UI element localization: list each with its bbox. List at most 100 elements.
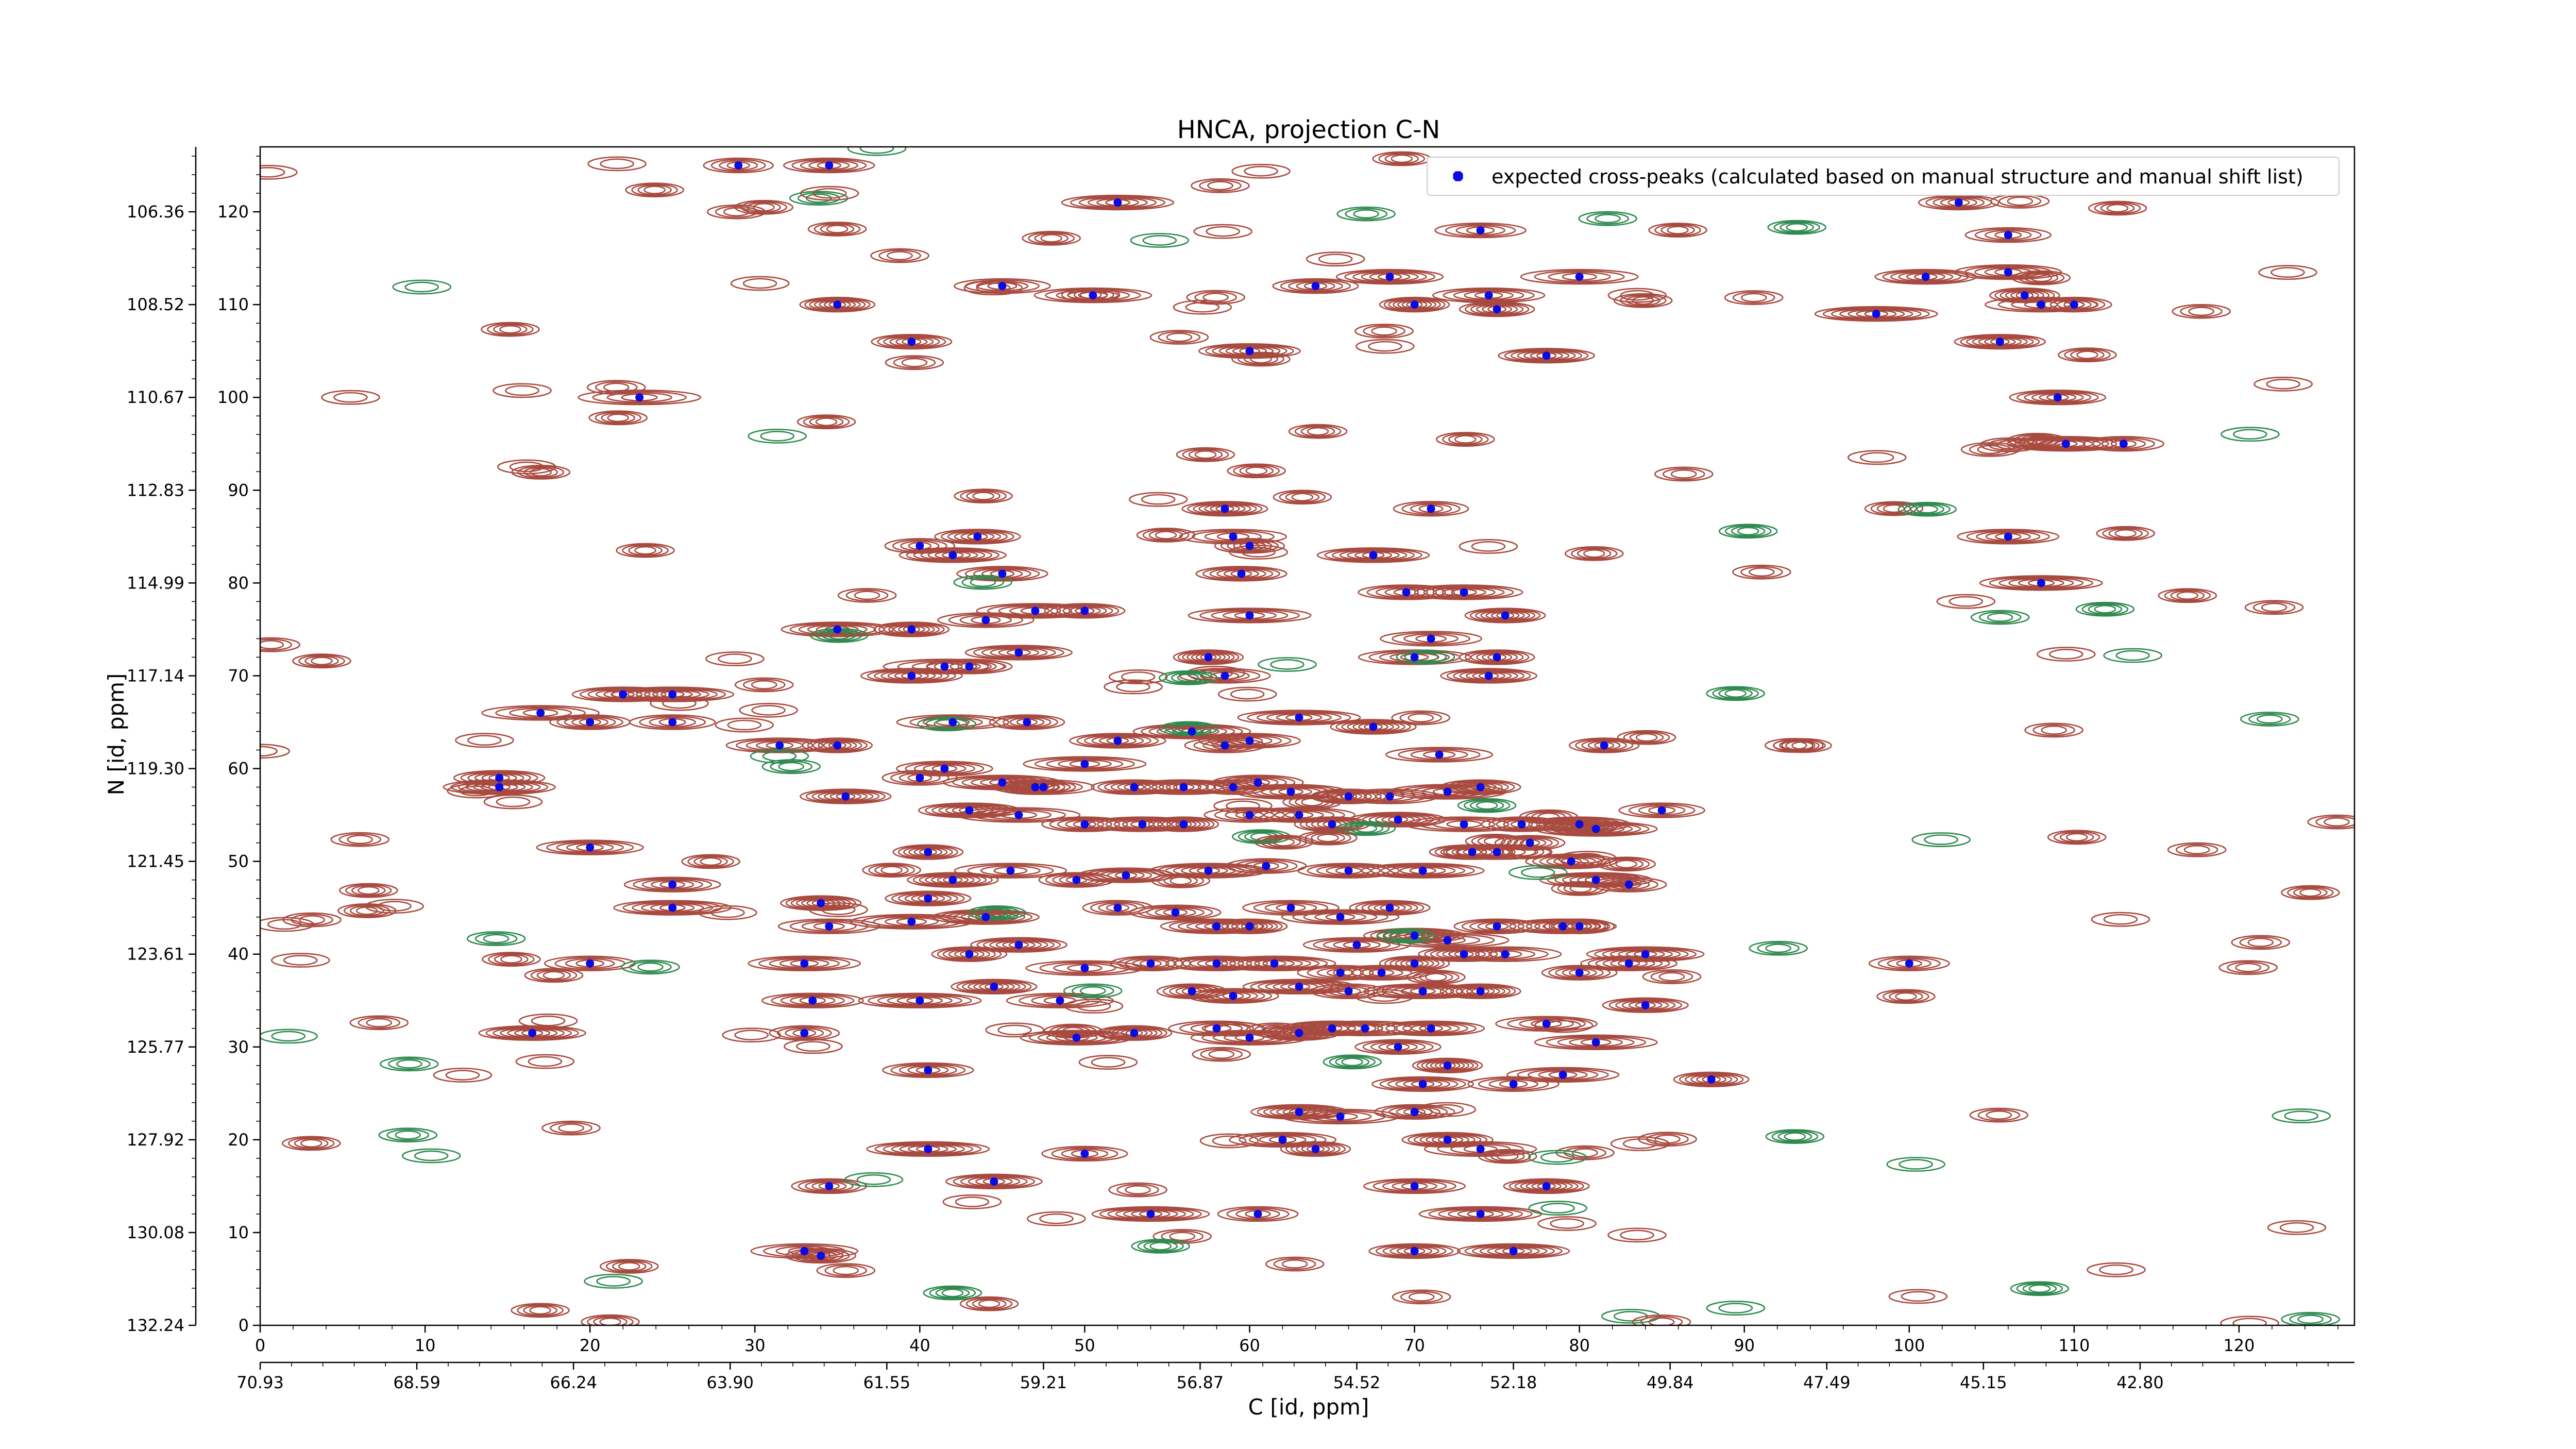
contour-ring [1957,529,2060,545]
noise-contour [1577,548,1612,559]
contour-ring [1437,1142,1524,1156]
cross-peak-marker [825,161,834,170]
noise-contour-negative [2297,1315,2324,1324]
noise-contour [2030,273,2053,282]
noise-contour [1250,355,1272,364]
contour-peak [800,788,892,804]
noise-contour [1406,969,1466,985]
contour-ring [1307,966,1374,980]
cross-peak-marker [1006,866,1015,875]
contour-ring [1459,670,1518,682]
contour-ring [1332,548,1415,562]
noise-contour [1091,1057,1126,1068]
contour-ring [1575,738,1634,752]
contour-ring [998,605,1073,617]
contour-ring [1385,1021,1477,1036]
noise-contour-negative [778,762,804,771]
contour-ring [799,296,876,313]
cross-peak-marker [1245,922,1254,931]
noise-contour [1136,528,1196,543]
noise-contour [600,158,634,170]
cross-peak-marker [1410,959,1419,968]
noise-contour [959,1296,1019,1311]
contour-ring [888,624,935,635]
noise-contour-negative [388,1058,431,1070]
cross-peak-marker [1427,1024,1435,1033]
noise-contour [593,1316,628,1325]
noise-contour [1623,731,1670,744]
contour-ring [1507,1017,1586,1031]
noise-contour [1104,679,1163,695]
noise-contour [1318,254,1353,265]
contour-ring [1350,967,1413,979]
noise-contour [727,719,762,731]
noise-contour [2266,379,2301,390]
contour-ring [1445,224,1516,237]
noise-contour [2239,936,2282,949]
noise-contour-negative [1343,822,1390,835]
noise-contour-negative [1521,867,1555,878]
contour-ring [1972,336,2028,348]
contour-ring [899,1064,957,1076]
noise-contour-negative [1079,986,1106,996]
contour-ring [995,715,1058,729]
contour-ring [1194,989,1273,1003]
contour-ring [719,160,758,171]
noise-contour [1413,971,1460,984]
cross-peak-marker [924,848,933,856]
cross-peak-marker [1501,611,1510,620]
noise-contour [2096,526,2156,541]
noise-contour-negative [1376,928,1436,943]
noise-contour [488,953,535,966]
contour-ring [995,940,1042,950]
noise-contour-negative [979,907,1014,918]
contour-ring [1330,719,1417,735]
noise-contour [1537,1216,1597,1231]
noise-contour [1078,1055,1138,1070]
contour-ring [973,645,1064,660]
noise-contour [1773,738,1832,753]
contour-ring [1280,279,1351,293]
noise-contour-negative [762,751,797,762]
contour-ring [1453,669,1525,682]
noise-contour [812,188,847,199]
x-secondary-tick-label: 70.93 [236,1373,284,1392]
contour-ring [1476,652,1518,663]
noise-contour [1229,545,1288,560]
x-secondary-tick-label: 49.84 [1647,1373,1694,1392]
contour-ring [968,1176,1021,1187]
noise-contour [1061,287,1121,302]
noise-contour-negative [859,147,894,154]
contour-ring [1057,818,1112,830]
cross-peak-marker [1295,811,1303,819]
noise-contour [292,653,351,669]
noise-contour-negative [1165,722,1212,735]
cross-peak-marker [1484,291,1493,300]
noise-contour [1399,712,1442,724]
noise-contour [1363,325,1405,338]
contour-ring [1046,758,1124,770]
contour-ring [1389,1245,1439,1257]
contour-ring [883,1142,974,1156]
cross-peak-marker [990,1177,998,1186]
noise-contour [1484,1150,1531,1163]
contour-ring [951,979,1038,995]
contour-ring [913,763,975,774]
noise-contour-negative [2022,1283,2057,1294]
noise-contour [1199,1133,1259,1149]
cross-peak-marker [981,616,990,625]
contour-ring [1822,307,1930,321]
contour-ring [1954,333,2046,350]
y-tick-label: 120 [217,202,249,222]
cross-peak-marker [1031,606,1040,615]
noise-contour-negative [1063,983,1123,999]
peak-layer [495,161,2128,1260]
contour-ring [1302,937,1411,953]
contour-ring [818,740,857,751]
contour-ring [1229,957,1320,970]
noise-contour [281,1136,341,1151]
noise-contour [603,382,630,392]
cross-peak-marker [1171,908,1180,917]
contour-ring [805,789,886,804]
noise-contour [2048,649,2083,660]
